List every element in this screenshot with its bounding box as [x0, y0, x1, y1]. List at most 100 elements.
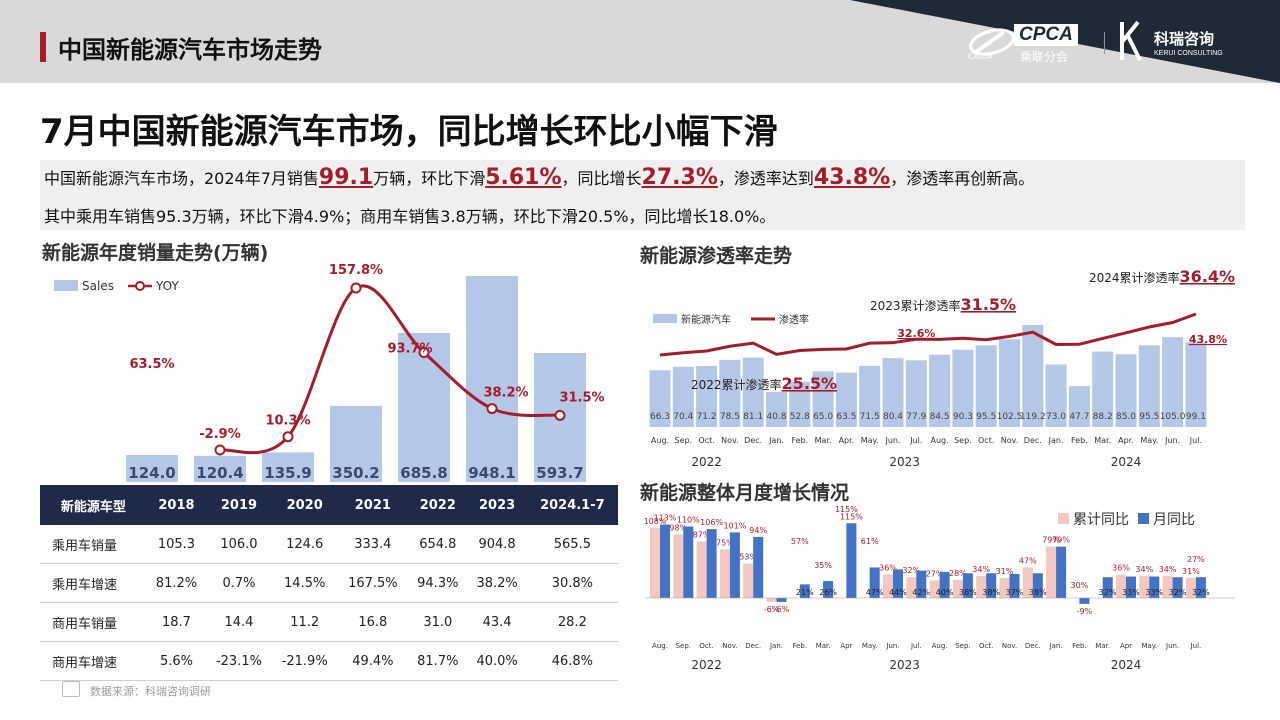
- month-label: Apr: [1120, 642, 1132, 650]
- month-label: Aug.: [651, 436, 669, 445]
- penetration-bar-value: 119.2: [1020, 412, 1046, 422]
- monthly-yoy-label: 106%: [700, 518, 723, 527]
- table-cell: 904.8: [467, 525, 527, 564]
- legend-cumulative-swatch: [1058, 513, 1069, 524]
- monthly-yoy-bar: [869, 567, 880, 598]
- source-note: 数据来源：科瑞咨询调研: [90, 685, 211, 698]
- penetration-bar-value: 63.5: [836, 412, 856, 422]
- table-cell: 105.3: [146, 525, 207, 564]
- month-label: Jan.: [1049, 642, 1063, 650]
- growth-annotation: 61%: [861, 537, 879, 546]
- yoy-value-label: 157.8%: [329, 263, 383, 278]
- year-label: 2023: [889, 658, 920, 672]
- cumulative-yoy-bar: [1162, 575, 1173, 598]
- penetration-bar: [1185, 342, 1207, 427]
- month-label: May.: [862, 642, 878, 650]
- cumulative-yoy-bar: [719, 549, 730, 598]
- table-cell: 124.6: [271, 525, 338, 564]
- monthly-yoy-bar: [1126, 576, 1136, 598]
- sales-data-table: 新能源车型 2018 2019 2020 2021 2022 2023 2024…: [40, 485, 618, 681]
- sales-value-label: 685.8: [400, 464, 447, 482]
- cumulative-yoy-bar: [929, 580, 940, 598]
- cumulative-yoy-label: 53%: [739, 553, 757, 562]
- title-accent-bar: [40, 32, 46, 62]
- penetration-bar: [835, 372, 857, 427]
- yoy-point: [554, 409, 566, 421]
- yoy-value-label: 31.5%: [559, 390, 604, 405]
- cpca-emblem-icon: [969, 28, 1015, 56]
- year-label: 2022: [691, 658, 722, 672]
- month-label: Nov.: [722, 642, 737, 650]
- sales-bar: [466, 276, 518, 482]
- summary-mom-value: 5.61%: [485, 165, 562, 190]
- summary-line-2: 其中乘用车销售95.3万辆，环比下滑4.9%；商用车销售3.8万辆，环比下滑20…: [44, 207, 776, 226]
- legend-sales-label: Sales: [82, 279, 114, 293]
- monthly-yoy-label: 40%: [936, 588, 954, 597]
- annual-chart-title: 新能源年度销量走势(万辆): [42, 242, 269, 264]
- penetration-bar-value: 73.0: [1046, 412, 1066, 422]
- table-cell: 乘用车增速: [40, 563, 147, 603]
- table-cell: 94.3%: [408, 563, 468, 603]
- year-label: 2024: [1111, 658, 1142, 672]
- monthly-yoy-label: 47%: [866, 588, 884, 597]
- cpca-logo-cn: 乘联分会: [1020, 50, 1069, 64]
- monthly-yoy-bar: [683, 526, 694, 598]
- month-label: Jun.: [1164, 436, 1180, 445]
- penetration-bar: [882, 358, 904, 427]
- cumulative-yoy-label: 34%: [972, 565, 990, 574]
- penetration-bar-value: 99.1: [1186, 412, 1206, 422]
- monthly-growth-chart: 108%113% Aug. 98%110% Sep. 87% 106% Oct. 75% 101…: [645, 505, 1235, 672]
- monthly-yoy-bar: [846, 523, 857, 598]
- cpca-logo-text: CPCA: [1014, 24, 1078, 46]
- penetration-bar: [1092, 351, 1114, 427]
- penetration-bar: [1162, 337, 1184, 427]
- monthly-yoy-bar: [986, 573, 997, 598]
- summary-box: [40, 160, 1245, 230]
- monthly-yoy-bar: [660, 524, 670, 598]
- cumulative-yoy-bar: [1022, 567, 1033, 598]
- table-header-cell: 2022: [408, 485, 468, 525]
- penetration-bar-value: 71.5: [860, 412, 880, 422]
- penetration-bar: [859, 365, 881, 427]
- table-cell: 81.7%: [408, 641, 468, 681]
- penetration-bar: [975, 345, 997, 427]
- growth-annotation: 115%: [835, 505, 858, 514]
- monthly-yoy-bar: [893, 569, 903, 598]
- legend-monthly-label: 月同比: [1153, 512, 1195, 528]
- source-icon: [62, 681, 80, 697]
- table-cell: 43.4: [467, 602, 527, 642]
- penetration-bar: [719, 359, 741, 427]
- cumulative-penetration-2023: 2023累计渗透率31.5%: [870, 295, 1016, 314]
- cumulative-yoy-label: 79%: [1042, 536, 1060, 545]
- cpca-logo: CPCA 乘联分会 CAIDA: [968, 22, 1092, 64]
- yoy-point: [486, 403, 498, 415]
- growth-annotation: 30%: [1071, 581, 1089, 590]
- table-cell: 18.7: [146, 602, 207, 642]
- legend-yoy-marker: [135, 281, 145, 291]
- table-cell: 11.2: [271, 602, 338, 642]
- sales-value-label: 120.4: [196, 464, 243, 482]
- penetration-bar-value: 65.0: [813, 412, 833, 422]
- table-row: 乘用车销量 105.3 106.0 124.6 333.4 654.8 904.…: [40, 525, 618, 564]
- month-label: Dec.: [1024, 436, 1042, 445]
- monthly-yoy-label: 38%: [982, 588, 1000, 597]
- growth-annotation: 57%: [791, 537, 809, 546]
- summary-text: ，渗透率再创新高。: [890, 169, 1035, 188]
- table-header-cell: 新能源车型: [40, 485, 147, 525]
- yoy-point: [282, 431, 294, 443]
- penetration-bar: [929, 354, 951, 427]
- month-label: Sep.: [676, 642, 691, 650]
- monthly-yoy-bar: [729, 532, 740, 598]
- kerui-logo-text: 科瑞咨询: [1154, 30, 1215, 48]
- penetration-bar-value: 95.5: [976, 412, 996, 422]
- table-cell: 49.4%: [337, 641, 409, 681]
- table-cell: 16.8: [337, 602, 409, 642]
- monthly-yoy-bar: [1056, 546, 1067, 598]
- penetration-bar: [766, 392, 787, 427]
- table-cell: 30.8%: [526, 563, 618, 603]
- summary-text: ，同比增长: [561, 169, 642, 188]
- cumulative-yoy-bar: [766, 598, 777, 602]
- month-label: Mar.: [816, 642, 831, 650]
- cumulative-yoy-label: 75%: [716, 538, 734, 547]
- kerui-k-icon: [1120, 20, 1142, 61]
